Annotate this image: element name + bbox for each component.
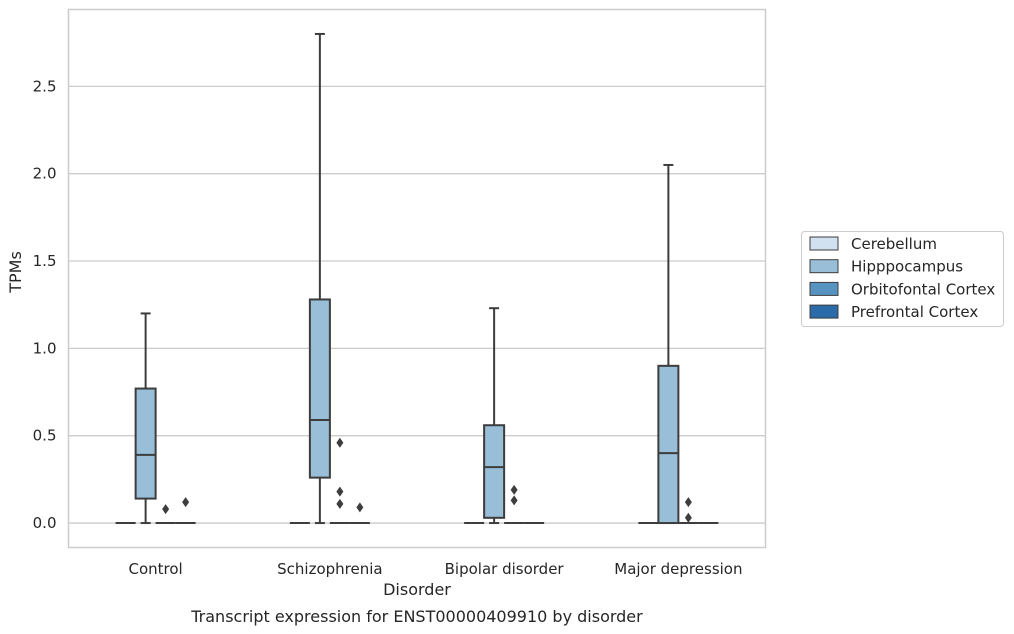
outlier-point <box>356 502 364 513</box>
legend-label: Cerebellum <box>851 235 937 253</box>
box-orbitofontal-cortex <box>155 504 176 525</box>
legend-swatch <box>809 259 839 274</box>
y-tick-label: 2.0 <box>33 165 57 183</box>
box-layer <box>115 32 719 525</box>
legend-frame <box>801 231 1004 327</box>
outlier-point <box>336 437 344 448</box>
y-tick-label: 1.5 <box>33 252 57 270</box>
outlier-point <box>510 484 518 495</box>
outlier-point <box>336 498 344 509</box>
outlier-point <box>336 486 344 497</box>
outlier-point <box>162 504 170 515</box>
x-tick-label: Control <box>129 560 183 578</box>
y-tick-label: 0.0 <box>33 514 57 532</box>
legend-label: Hipppocampus <box>851 258 963 276</box>
box-body <box>308 298 331 479</box>
y-tick-label: 2.5 <box>33 77 57 95</box>
legend-label: Orbitofontal Cortex <box>851 280 995 298</box>
box-hipppocampus <box>657 163 680 525</box>
y-tick-label: 1.0 <box>33 339 57 357</box>
box-hipppocampus <box>134 312 157 525</box>
outlier-point <box>684 497 692 508</box>
chart-caption: Transcript expression for ENST0000040991… <box>190 607 643 626</box>
box-body <box>134 387 157 500</box>
x-tick-label: Bipolar disorder <box>445 560 565 578</box>
y-axis-label: TPMs <box>6 251 25 294</box>
legend-swatch <box>809 281 839 296</box>
box-hipppocampus <box>483 307 506 525</box>
box-prefrontal-cortex <box>175 497 196 525</box>
x-tick-label: Schizophrenia <box>277 560 382 578</box>
box-orbitofontal-cortex <box>504 484 525 525</box>
y-tick-label: 0.5 <box>33 427 57 445</box>
box-orbitofontal-cortex <box>678 497 699 525</box>
y-tick-labels: 0.0 0.5 1.0 1.5 2.0 2.5 <box>33 77 57 532</box>
legend: Cerebellum Hipppocampus Orbitofontal Corte… <box>801 231 1004 327</box>
box-hipppocampus <box>308 32 331 525</box>
legend-swatch <box>809 304 839 319</box>
plot-frame <box>67 8 767 549</box>
outlier-point <box>684 512 692 523</box>
outlier-point <box>182 497 190 508</box>
box-body <box>657 364 680 525</box>
box-prefrontal-cortex <box>349 502 370 525</box>
box-orbitofontal-cortex <box>329 437 350 525</box>
legend-swatch <box>809 236 839 251</box>
legend-label: Prefrontal Cortex <box>851 303 978 321</box>
x-axis-label: Disorder <box>383 580 451 599</box>
outlier-point <box>510 495 518 506</box>
x-tick-label: Major depression <box>614 560 742 578</box>
x-tick-labels: Control Schizophrenia Bipolar disorder Majo… <box>129 560 743 578</box>
box-body <box>483 424 506 519</box>
